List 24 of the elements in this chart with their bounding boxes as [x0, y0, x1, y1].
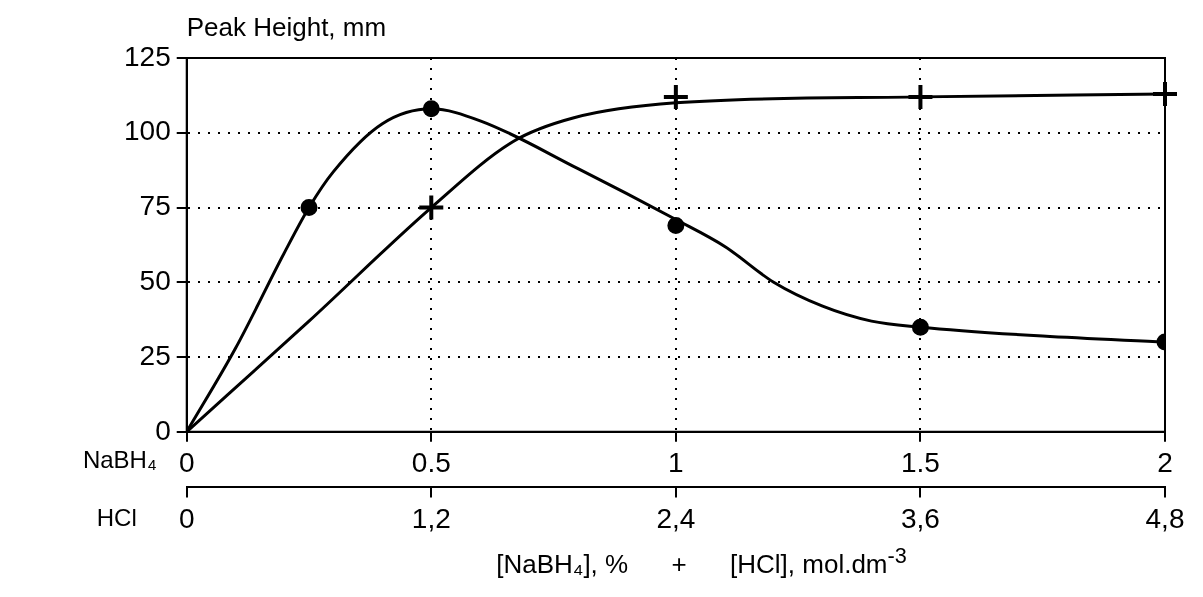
- point: [422, 100, 440, 118]
- y-tick-label: 75: [139, 190, 171, 222]
- x-axis-title: NaBH₄: [82, 446, 157, 474]
- x2-tick-label: 1,2: [411, 502, 451, 534]
- x2-tick-label: 3,6: [900, 502, 940, 534]
- y-tick-label: 50: [139, 265, 171, 296]
- x-tick-label: 0.5: [411, 447, 451, 479]
- y-tick-label: 100: [124, 115, 171, 147]
- x2-tick-label: 0: [178, 502, 195, 534]
- point: [667, 216, 685, 234]
- y-tick-label: 125: [124, 40, 171, 72]
- x-tick-label: 1.5: [900, 447, 940, 479]
- x-tick-label: 1: [668, 447, 684, 479]
- y-axis-title: Peak Height, mm: [186, 12, 387, 42]
- x-tick-label: 0: [178, 447, 195, 479]
- x2-tick-label: 4,8: [1145, 502, 1185, 534]
- y-tick-label: 25: [139, 339, 171, 371]
- x-tick-label: 2: [1157, 447, 1173, 479]
- x2-axis-title: HCl: [96, 504, 137, 532]
- point: [911, 318, 929, 336]
- text: [NaBH₄], % + [HCl], mol.dm$^{-3}$: [495, 543, 908, 580]
- y-tick-label: 0: [155, 414, 171, 446]
- point: [300, 199, 318, 217]
- x2-tick-label: 2,4: [656, 502, 696, 534]
